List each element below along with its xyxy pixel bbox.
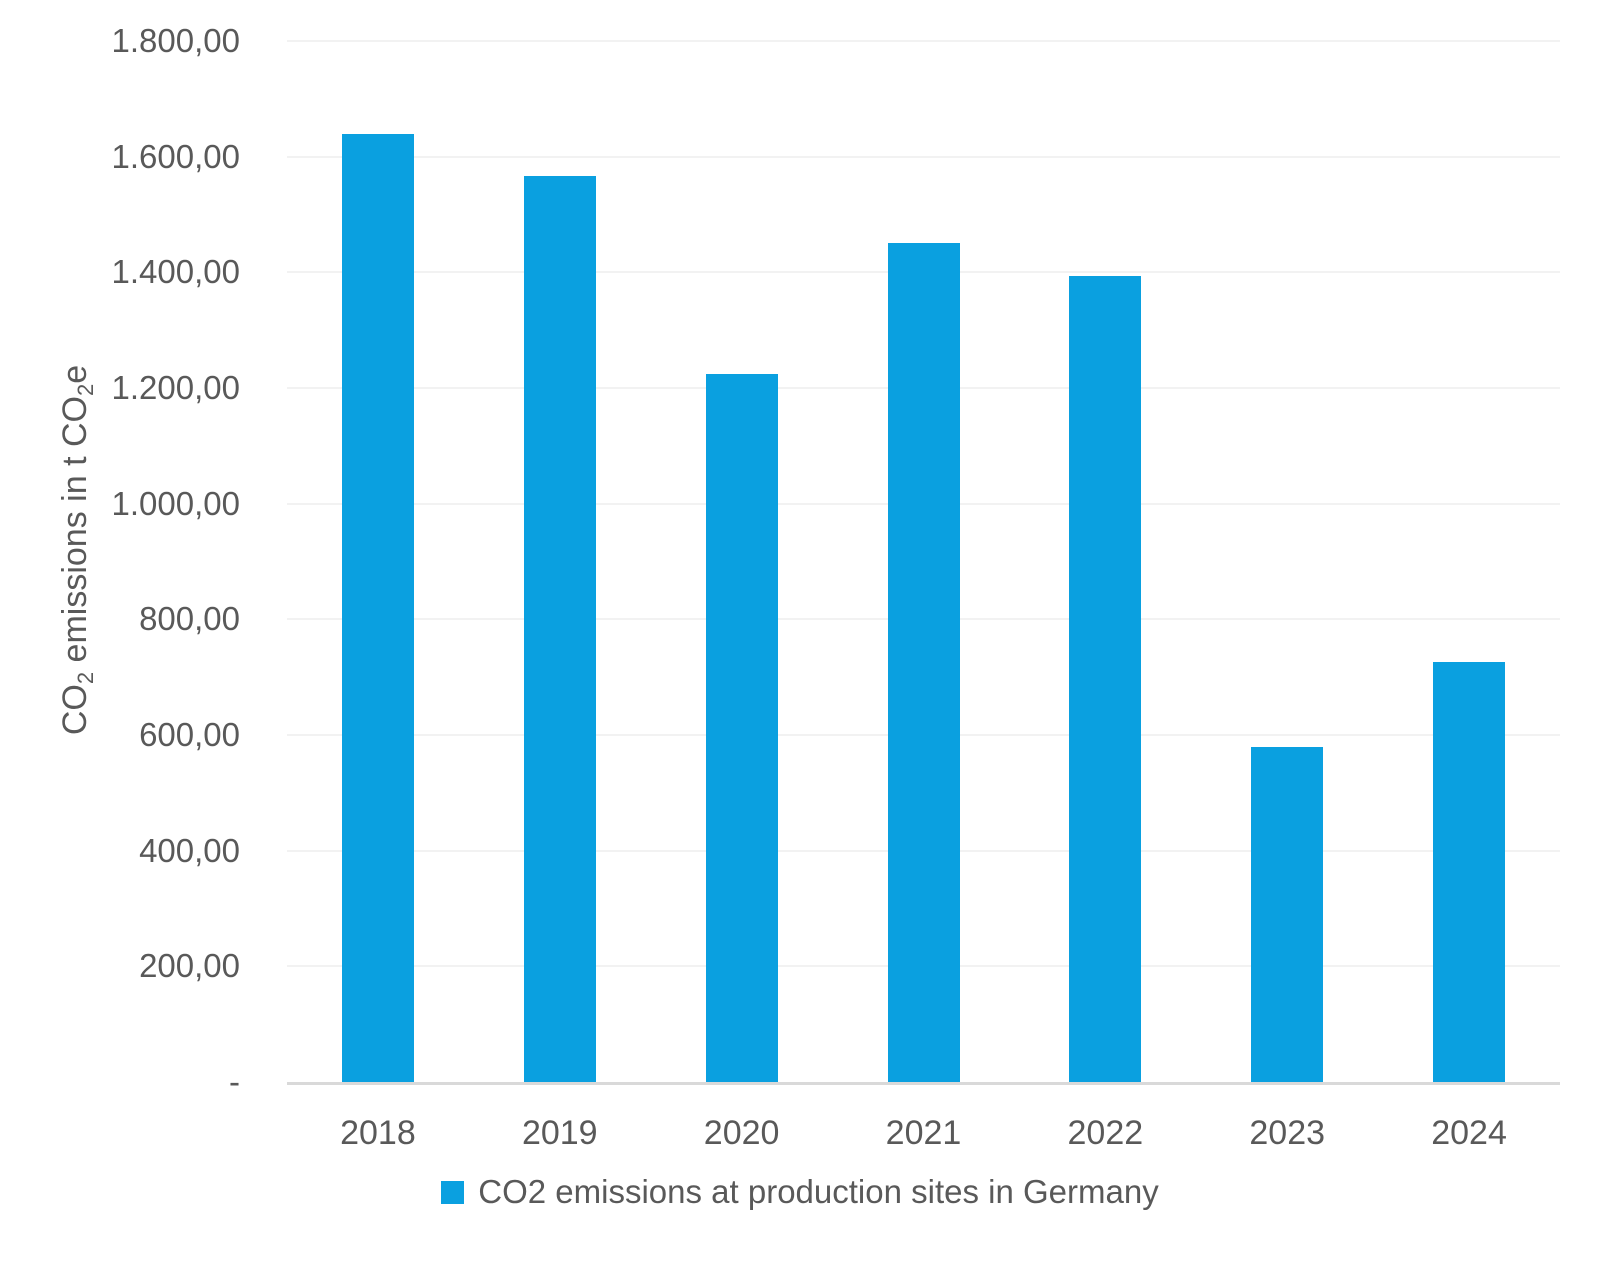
x-label-2018: 2018 xyxy=(340,1114,416,1152)
x-label-2020: 2020 xyxy=(703,1114,780,1152)
y-tick-label-1600: 1.600,00 xyxy=(111,137,240,175)
x-label-2022: 2022 xyxy=(1067,1114,1144,1152)
y-tick-label-200: 200,00 xyxy=(139,947,240,985)
y-tick-label-0: - xyxy=(229,1063,240,1100)
legend: CO2 emissions at production sites in Ger… xyxy=(0,1170,1600,1214)
y-tick-label-600: 600,00 xyxy=(139,716,240,753)
y-tick-label-1000: 1.000,00 xyxy=(111,484,240,522)
bar-2023 xyxy=(1251,746,1324,1082)
y-axis-title-subscript: 2 xyxy=(73,671,98,685)
bar-2021 xyxy=(887,243,960,1082)
y-tick-label-800: 800,00 xyxy=(139,600,240,638)
x-label-2023: 2023 xyxy=(1249,1114,1326,1152)
y-tick-label-400: 400,00 xyxy=(139,831,240,869)
bar-2022 xyxy=(1069,275,1142,1082)
bar-2019 xyxy=(523,176,596,1082)
bar-2018 xyxy=(341,133,414,1082)
plot-area xyxy=(287,40,1560,1085)
x-label-2024: 2024 xyxy=(1431,1114,1507,1152)
gridline-1600 xyxy=(287,155,1560,158)
x-label-2019: 2019 xyxy=(521,1114,598,1152)
bar-2020 xyxy=(705,373,778,1082)
legend-swatch-icon xyxy=(441,1180,465,1204)
bar-2024 xyxy=(1433,662,1506,1082)
y-tick-label-1400: 1.400,00 xyxy=(111,253,240,291)
y-tick-label-1800: 1.800,00 xyxy=(111,22,240,59)
y-tick-label-1200: 1.200,00 xyxy=(111,369,240,406)
legend-label: CO2 emissions at production sites in Ger… xyxy=(478,1173,1159,1210)
gridline-1800 xyxy=(287,40,1560,42)
x-label-2021: 2021 xyxy=(885,1114,962,1152)
y-axis-title: CO2 emissions in t CO2e xyxy=(53,204,98,896)
